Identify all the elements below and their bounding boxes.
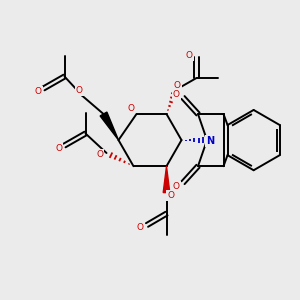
Text: O: O [173,81,181,90]
Text: O: O [76,86,83,95]
Text: O: O [167,191,174,200]
Text: O: O [173,182,180,191]
Text: O: O [185,51,193,60]
Text: O: O [127,104,134,113]
Text: O: O [96,150,103,159]
Polygon shape [163,166,170,193]
Text: N: N [206,136,214,146]
Text: O: O [137,223,144,232]
Text: O: O [34,87,42,96]
Text: O: O [55,144,62,153]
Text: O: O [173,90,180,99]
Polygon shape [100,112,118,140]
